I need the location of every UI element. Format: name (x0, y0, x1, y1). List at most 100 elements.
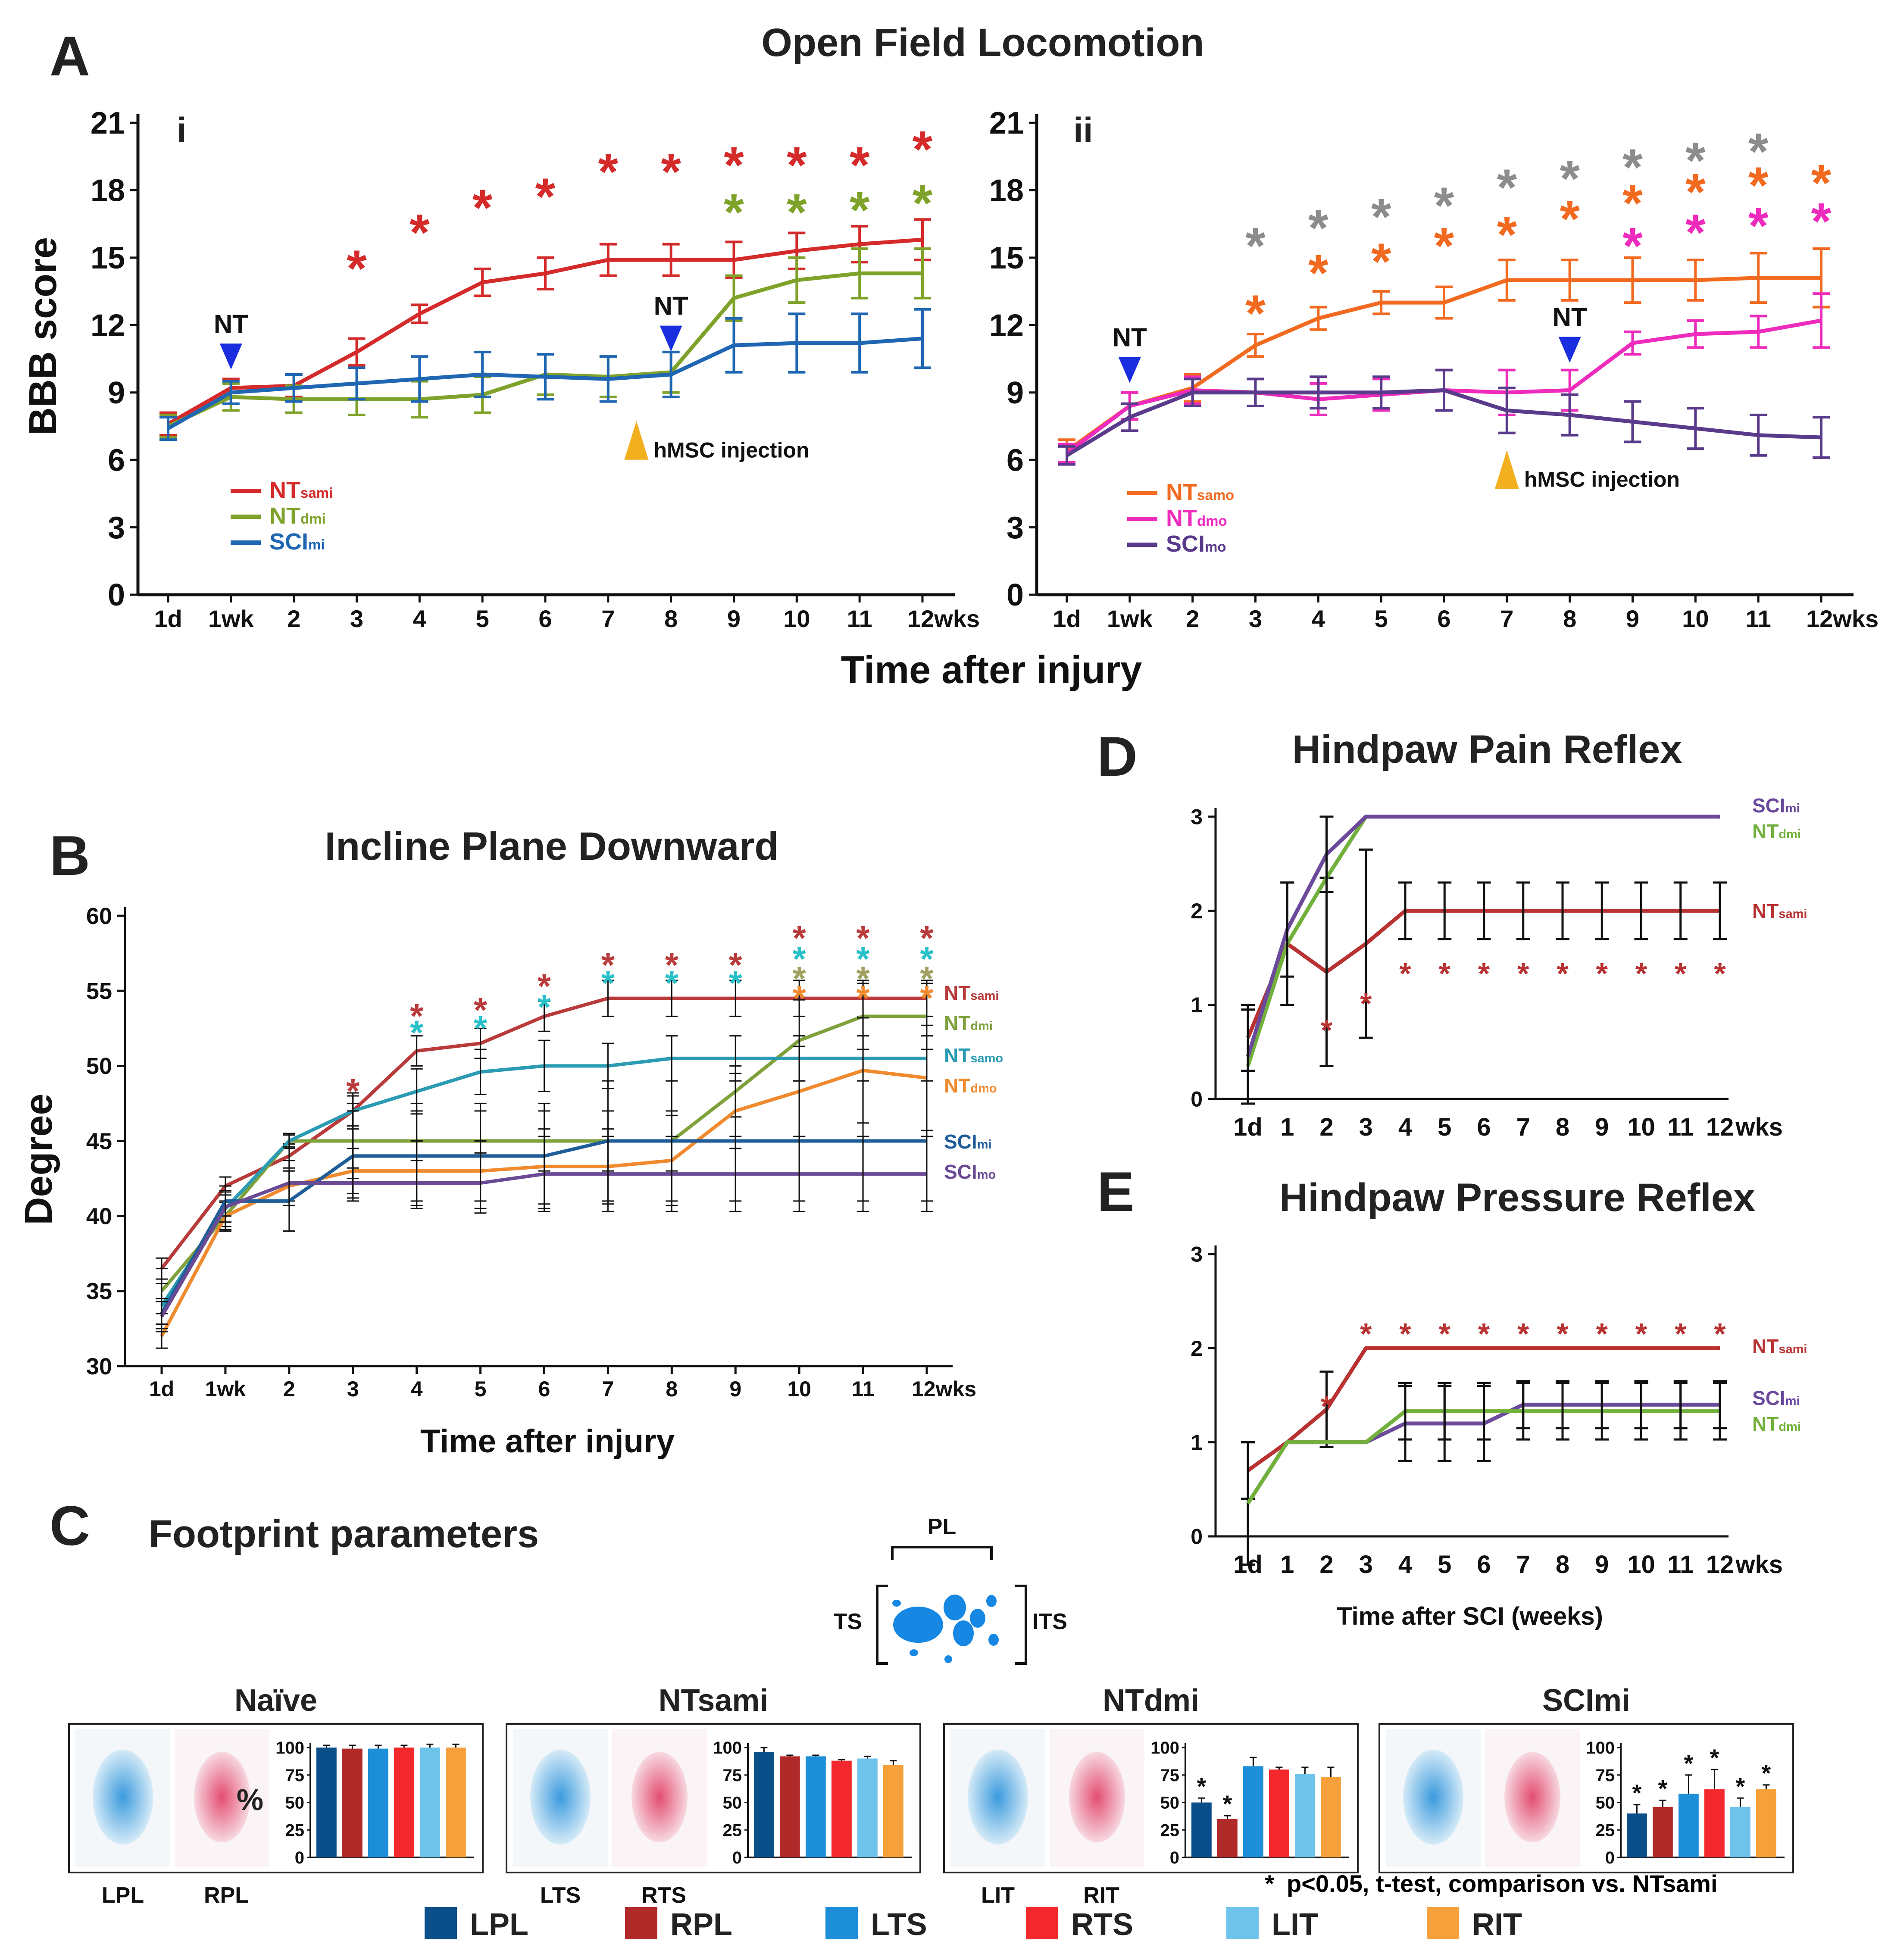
a-i-legend-ntsami: NTsami (269, 477, 333, 503)
a-ii-xtick-label: 3 (1249, 605, 1262, 632)
paw-image-label: LTS (540, 1883, 581, 1908)
bar-ytick-label: 0 (732, 1848, 742, 1867)
a-ii-sig-star: * (1685, 163, 1706, 221)
panel-b-letter: B (50, 824, 90, 887)
a-ii-nt-label: NT (1553, 303, 1587, 332)
a-i-ytick-label: 21 (91, 106, 125, 140)
b-sig-star: * (920, 979, 934, 1017)
a-ii-ytick-label: 3 (1007, 511, 1024, 545)
a-i-xtick-label: 7 (601, 605, 615, 632)
e-xlabel: Time after SCI (weeks) (1337, 1602, 1603, 1630)
d-legend-scimi: SCImi (1752, 794, 1800, 817)
legend-swatch-rit (1427, 1907, 1459, 1939)
a-ii-xtick-label: 6 (1437, 605, 1450, 632)
a-i-xtick-label: 9 (727, 605, 741, 632)
e-ytick-label: 2 (1191, 1336, 1203, 1361)
b-sig-star: * (665, 964, 679, 1002)
b-sig-star: * (793, 940, 806, 978)
left-paw-print-icon (1403, 1750, 1463, 1845)
d-xtick-label: 9 (1595, 1113, 1609, 1141)
e-xtick-label: 7 (1516, 1551, 1530, 1579)
bar-sig-star: * (1197, 1773, 1207, 1800)
bar-ytick-label: 25 (285, 1821, 305, 1840)
a-ii-ytick-label: 15 (989, 241, 1024, 275)
bar-rpl (1217, 1819, 1238, 1857)
footprint-panel: Footprint parameters PL TS ITS Naïve% LPL… (68, 1513, 1794, 1942)
a-i-xtick-label: 8 (664, 605, 678, 632)
a-ii-sig-star: * (1497, 159, 1517, 216)
d-xtick-label: 8 (1556, 1113, 1569, 1141)
bar-rpl (1653, 1807, 1673, 1857)
a-ii-sig-star: * (1560, 190, 1580, 248)
a-ii-xtick-label: 7 (1500, 605, 1513, 632)
e-xtick-label: 9 (1595, 1551, 1609, 1579)
a-ii-xtick-label: 11 (1746, 605, 1771, 632)
legend-swatch-lts (825, 1907, 858, 1939)
b-xtick-label: 8 (666, 1377, 678, 1401)
bar-lpl (1191, 1802, 1212, 1857)
bar-ytick-label: 75 (1160, 1766, 1180, 1785)
a-ii-hmsc-arrow-icon (1494, 450, 1519, 489)
paw-image-label: LPL (102, 1883, 144, 1908)
a-ii-sig-star: * (1622, 217, 1643, 275)
legend-swatch-rpl (625, 1907, 657, 1939)
d-sig-star: * (1399, 957, 1411, 990)
bar-ytick-label: 75 (1596, 1766, 1615, 1785)
b-sig-star: * (793, 959, 806, 998)
right-paw-print-icon (631, 1752, 688, 1842)
paw-image-label: RIT (1083, 1883, 1119, 1908)
bar-sig-star: * (1710, 1744, 1719, 1771)
legend-label-lpl: LPL (470, 1907, 528, 1942)
bar-ytick-label: 0 (295, 1848, 304, 1867)
a-i-sig-star: * (724, 136, 744, 194)
a-ii-panel-label: ii (1073, 111, 1093, 150)
e-sig-star: * (1596, 1317, 1608, 1351)
a-ii-legend-ntdmo: NTdmo (1166, 505, 1227, 531)
a-i-sig-star: * (850, 181, 870, 239)
d-xtick-label: 7 (1516, 1113, 1530, 1141)
b-sig-star: * (856, 940, 870, 978)
d-sig-star: * (1360, 987, 1372, 1021)
e-xtick-label: 11 (1667, 1551, 1694, 1579)
d-xtick-label: 2 (1319, 1113, 1333, 1141)
a-i-sig-star: * (347, 240, 367, 297)
b-sig-star: * (920, 940, 934, 978)
a-i-xtick-label: 3 (350, 605, 363, 632)
b-ytick-label: 50 (86, 1053, 112, 1079)
a-i-xtick-label: 2 (287, 605, 300, 632)
a-i-sig-star: * (535, 168, 556, 225)
b-xtick-label: 5 (475, 1377, 487, 1401)
b-title: Incline Plane Downward (325, 824, 778, 868)
b-legend-ntsami: NTsami (944, 982, 999, 1004)
legend-swatch-lit (1226, 1907, 1259, 1939)
a-i-ytick-label: 12 (91, 308, 125, 343)
a-ii-nt-label: NT (1113, 323, 1147, 352)
bar-sig-star: * (1658, 1775, 1668, 1802)
bar-rts (1704, 1789, 1725, 1857)
a-i-xtick-label: 5 (476, 605, 489, 632)
bar-ytick-label: 50 (1160, 1794, 1180, 1813)
paw-image-label: LIT (981, 1883, 1015, 1908)
d-xtick-label: 11 (1667, 1113, 1694, 1141)
chart-pressure-reflex: Hindpaw Pressure Reflex Time after SCI (… (1191, 1176, 1807, 1630)
b-sig-star: * (601, 946, 615, 984)
e-sig-star: * (1635, 1317, 1647, 1351)
bar-lts (1243, 1766, 1263, 1857)
e-sig-star: * (1399, 1317, 1411, 1351)
a-ii-xtick-label: 10 (1682, 605, 1709, 632)
a-ii-xtick-label: 1wk (1107, 605, 1153, 632)
d-legend-ntdmi: NTdmi (1752, 820, 1801, 843)
a-ii-sig-star: * (1308, 199, 1328, 257)
e-xtick-label: 4 (1398, 1551, 1412, 1579)
bar-rit (446, 1748, 466, 1857)
d-sig-star: * (1439, 957, 1451, 990)
a-ii-sig-star: * (1622, 175, 1643, 232)
footprint-group-title: SCImi (1542, 1683, 1630, 1718)
a-i-legend-ntdmi: NTdmi (269, 503, 326, 529)
bar-lit (1730, 1807, 1750, 1857)
d-ytick-label: 0 (1191, 1087, 1203, 1111)
e-xtick-label: 6 (1477, 1551, 1491, 1579)
a-ii-sig-star: * (1245, 217, 1266, 275)
